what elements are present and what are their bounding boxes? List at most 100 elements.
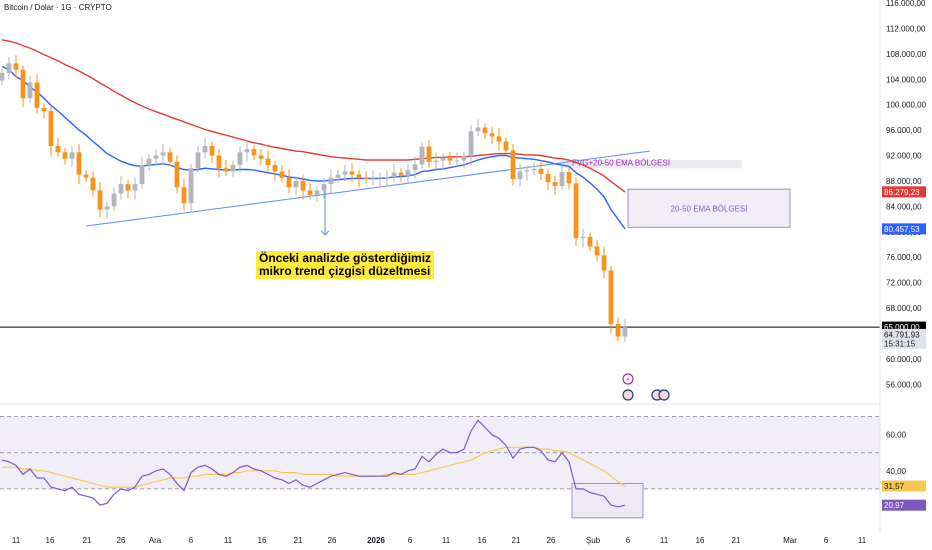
candle-body bbox=[580, 236, 586, 239]
rsi-tick: 40,00 bbox=[886, 467, 907, 476]
candle-body bbox=[573, 183, 579, 239]
rsi-pane bbox=[0, 416, 880, 519]
candle-body bbox=[265, 158, 271, 166]
candle-body bbox=[524, 170, 530, 172]
candle-body bbox=[20, 69, 26, 99]
fvg-ema-zone bbox=[560, 159, 742, 169]
candle-body bbox=[531, 168, 537, 171]
ema50-badge bbox=[882, 186, 926, 198]
candle-body bbox=[468, 131, 474, 157]
price-tick: 104.000,00 bbox=[886, 75, 927, 84]
price-tick: 60.000,00 bbox=[886, 355, 922, 364]
date-tick: 21 bbox=[294, 536, 303, 545]
candle-body bbox=[370, 178, 376, 180]
candle-body bbox=[118, 184, 124, 194]
date-tick: 16 bbox=[696, 536, 705, 545]
price-tick: 100.000,00 bbox=[886, 101, 927, 110]
candle-body bbox=[216, 155, 222, 169]
ema50-badge-text: 86.279,23 bbox=[884, 188, 920, 197]
us-flag-event-icon bbox=[658, 389, 670, 401]
candle-body bbox=[552, 182, 558, 187]
candle-body bbox=[363, 177, 369, 180]
candle-body bbox=[244, 149, 250, 153]
candle-body bbox=[447, 158, 453, 161]
fvg-ema-zone-label: FVG+20-50 EMA BÖLGESİ bbox=[572, 159, 670, 168]
candle-body bbox=[202, 145, 208, 153]
lightning-event-icon bbox=[622, 373, 634, 385]
candle-body bbox=[167, 152, 173, 162]
date-tick: 6 bbox=[626, 536, 631, 545]
candle-body bbox=[69, 152, 75, 159]
date-tick: 11 bbox=[224, 536, 233, 545]
date-tick: 26 bbox=[547, 536, 556, 545]
candle-body bbox=[384, 177, 390, 179]
candle-body bbox=[160, 152, 166, 156]
price-tick: 56.000,00 bbox=[886, 380, 922, 389]
price-badges: 86.279,23 80.457,53 65.000,0064.791,9315:3… bbox=[882, 186, 926, 511]
rsi-tick: 60,00 bbox=[886, 431, 907, 440]
candle-body bbox=[538, 168, 544, 174]
date-tick: Şub bbox=[586, 536, 601, 545]
candle-body bbox=[503, 141, 509, 151]
candle-body bbox=[496, 136, 502, 142]
chart-title: Bitcoin / Dolar · 1G · CRYPTO bbox=[4, 3, 112, 12]
level-badge-text: 65.000,00 bbox=[884, 323, 920, 332]
candle-body bbox=[412, 164, 418, 171]
candle-body bbox=[34, 82, 40, 108]
candle-body bbox=[377, 177, 383, 179]
level-badge bbox=[882, 321, 926, 333]
date-tick: 11 bbox=[660, 536, 669, 545]
event-icons: ⚡ bbox=[622, 373, 670, 401]
date-tick: 26 bbox=[117, 536, 126, 545]
date-tick: 16 bbox=[46, 536, 55, 545]
date-tick: 11 bbox=[442, 536, 451, 545]
candle-body bbox=[6, 63, 12, 73]
lightning-glyph: ⚡ bbox=[626, 376, 631, 384]
candle-body bbox=[601, 255, 607, 271]
ema-zone-box bbox=[627, 188, 791, 228]
candle-body bbox=[482, 127, 488, 134]
date-tick: 6 bbox=[189, 536, 194, 545]
date-tick: 11 bbox=[12, 536, 21, 545]
candle-body bbox=[594, 246, 600, 256]
candle-body bbox=[559, 172, 565, 187]
last-price-badge bbox=[882, 328, 926, 349]
candle-body bbox=[342, 171, 348, 175]
candle-body bbox=[440, 158, 446, 161]
ema-zone-label: 20-50 EMA BÖLGESİ bbox=[671, 204, 748, 213]
candle-body bbox=[188, 168, 194, 204]
candle-body bbox=[321, 184, 327, 191]
candle-body bbox=[545, 173, 551, 183]
price-tick: 88.000,00 bbox=[886, 177, 922, 186]
annotation-callout: Önceki analizde gösterdiğimiz mikro tren… bbox=[256, 251, 435, 279]
candle-body bbox=[489, 133, 495, 137]
date-tick: Ara bbox=[149, 536, 162, 545]
candle-body bbox=[405, 170, 411, 176]
date-tick: 2026 bbox=[367, 536, 385, 545]
candle-body bbox=[433, 160, 439, 162]
candle-body bbox=[223, 168, 229, 172]
candle-body bbox=[566, 172, 572, 184]
candle-body bbox=[90, 177, 96, 191]
ema20-badge bbox=[882, 223, 926, 235]
candle-body bbox=[307, 190, 313, 195]
candle-body bbox=[181, 187, 187, 204]
trendline bbox=[85, 150, 651, 227]
candle-body bbox=[286, 177, 292, 188]
candle-body bbox=[153, 155, 159, 159]
candle-body bbox=[132, 184, 138, 191]
candle-body bbox=[125, 184, 131, 191]
candle-body bbox=[104, 206, 110, 210]
date-tick: 21 bbox=[732, 536, 741, 545]
rsi-ma-badge bbox=[882, 480, 926, 492]
candle-body bbox=[349, 171, 355, 175]
candle-body bbox=[398, 172, 404, 176]
candle-body bbox=[461, 156, 467, 161]
candle-body bbox=[293, 180, 299, 188]
candle-body bbox=[608, 270, 614, 324]
candle-body bbox=[426, 146, 432, 162]
candle-body bbox=[230, 165, 236, 172]
us-flag-event-icon bbox=[622, 389, 634, 401]
last-price-badge-sub: 15:31:15 bbox=[884, 339, 916, 348]
